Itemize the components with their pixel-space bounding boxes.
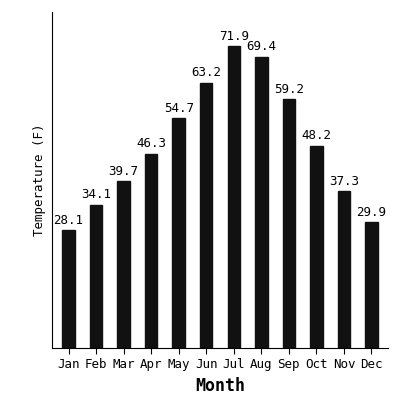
Bar [172, 118, 185, 348]
Bar [62, 230, 75, 348]
Text: 28.1: 28.1 [54, 214, 84, 227]
Text: 48.2: 48.2 [301, 129, 331, 142]
Text: 54.7: 54.7 [164, 102, 194, 115]
Y-axis label: Temperature (F): Temperature (F) [34, 124, 46, 236]
Text: 39.7: 39.7 [109, 165, 139, 178]
Text: 71.9: 71.9 [219, 30, 249, 43]
Text: 29.9: 29.9 [356, 206, 386, 219]
Bar [338, 191, 350, 348]
Bar [310, 146, 322, 348]
Text: 69.4: 69.4 [246, 40, 276, 53]
Bar [228, 46, 240, 348]
Bar [200, 82, 212, 348]
Bar [365, 222, 378, 348]
Bar [145, 154, 157, 348]
Text: 63.2: 63.2 [191, 66, 221, 79]
Bar [283, 99, 295, 348]
Text: 34.1: 34.1 [81, 188, 111, 202]
Text: 59.2: 59.2 [274, 83, 304, 96]
Bar [90, 205, 102, 348]
Bar [118, 181, 130, 348]
X-axis label: Month: Month [195, 377, 245, 395]
Text: 37.3: 37.3 [329, 175, 359, 188]
Text: 46.3: 46.3 [136, 137, 166, 150]
Bar [255, 56, 268, 348]
